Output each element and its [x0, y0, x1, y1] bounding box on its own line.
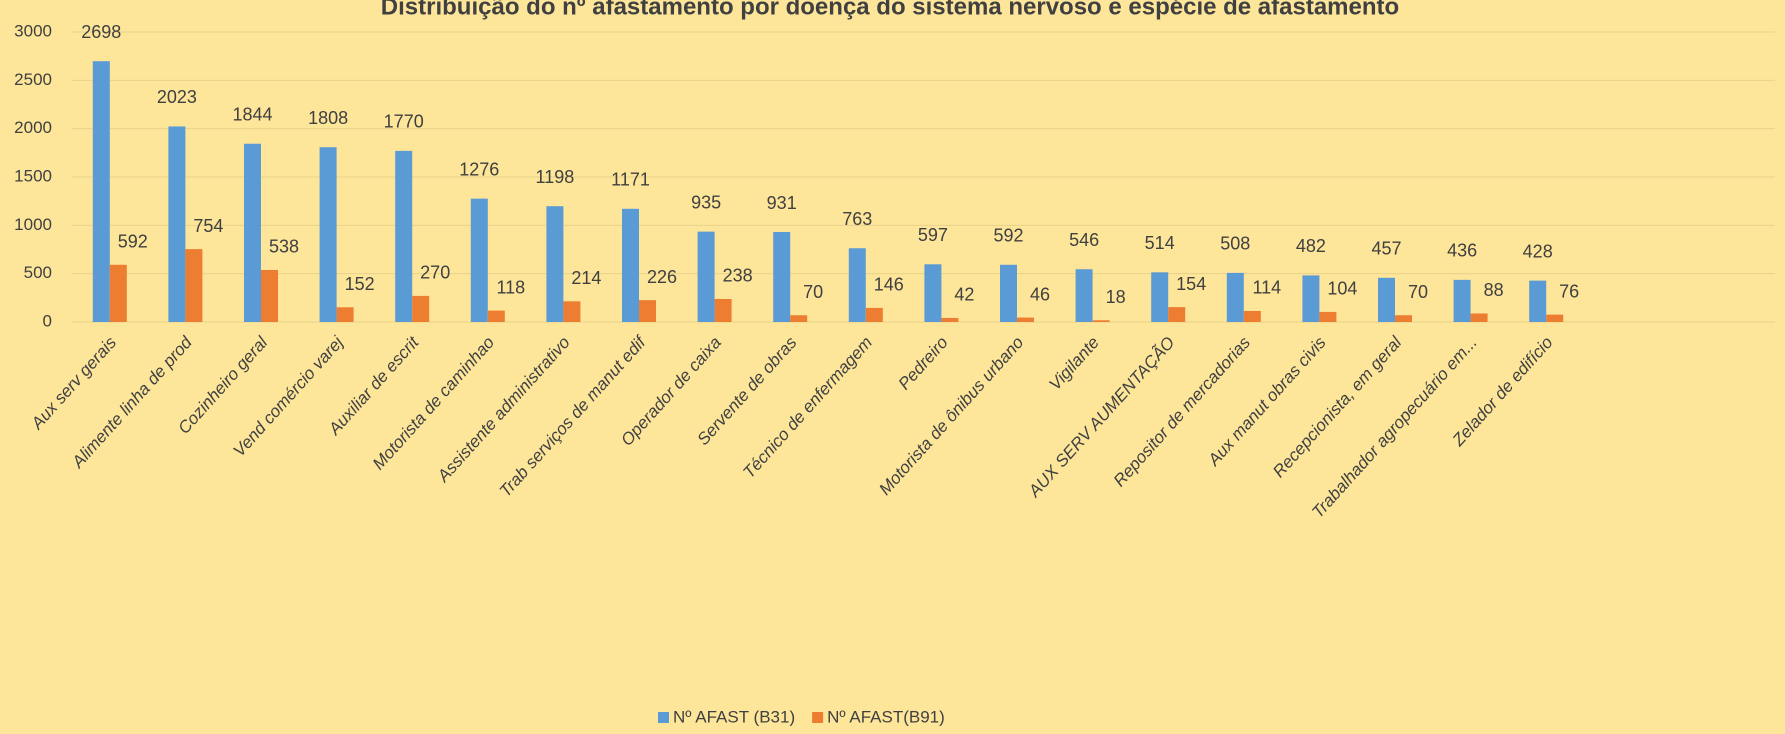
- data-label: 592: [993, 226, 1023, 246]
- data-label: 436: [1447, 241, 1477, 261]
- bar: [1017, 317, 1034, 322]
- data-label: 154: [1176, 274, 1206, 294]
- bar: [714, 298, 732, 322]
- data-label: 76: [1559, 281, 1579, 301]
- data-label: 546: [1069, 230, 1099, 250]
- data-label: 935: [691, 192, 721, 212]
- data-label: 597: [918, 225, 948, 245]
- chart-title: Distribuição do nº afastamento por doenç…: [381, 0, 1399, 20]
- y-tick-label: 1000: [14, 215, 52, 234]
- data-label: 592: [118, 232, 148, 252]
- data-label: 114: [1252, 278, 1281, 298]
- data-label: 457: [1371, 239, 1401, 259]
- data-label: 152: [345, 274, 375, 294]
- data-label: 214: [571, 268, 601, 288]
- data-label: 46: [1030, 284, 1050, 304]
- y-tick-label: 500: [24, 263, 52, 282]
- bar: [941, 317, 959, 322]
- bar: [395, 150, 413, 322]
- data-label: 428: [1523, 241, 1553, 261]
- bar: [1168, 307, 1186, 322]
- bar: [546, 206, 564, 322]
- data-label: 538: [269, 237, 299, 257]
- bar: [1092, 320, 1110, 322]
- y-tick-label: 1500: [14, 166, 52, 185]
- data-label: 104: [1327, 279, 1357, 299]
- y-tick-label: 2000: [14, 118, 52, 137]
- bar: [1470, 313, 1488, 322]
- bar: [319, 147, 337, 322]
- data-label: 754: [193, 216, 223, 236]
- bar: [865, 307, 883, 322]
- data-label: 270: [420, 263, 450, 283]
- data-label: 118: [496, 277, 525, 297]
- bar: [261, 269, 278, 322]
- data-label: 1198: [536, 167, 575, 187]
- bar: [697, 231, 715, 322]
- data-label: 42: [954, 285, 974, 305]
- data-label: 763: [842, 209, 872, 229]
- bar: [1319, 311, 1337, 322]
- bar: [1453, 279, 1471, 322]
- data-label: 508: [1220, 234, 1250, 254]
- data-label: 1808: [308, 108, 348, 128]
- bar: [336, 307, 354, 322]
- bar: [1302, 275, 1320, 322]
- data-label: 70: [1408, 282, 1428, 302]
- legend-swatch: [812, 712, 824, 723]
- bar: [1395, 315, 1412, 322]
- data-label: 70: [803, 282, 823, 302]
- data-label: 1770: [384, 112, 424, 132]
- data-label: 18: [1106, 287, 1126, 307]
- data-label: 226: [647, 267, 677, 287]
- data-label: 2698: [81, 22, 121, 42]
- bar: [1529, 280, 1547, 322]
- data-label: 88: [1484, 280, 1504, 300]
- legend-label: Nº AFAST (B31): [673, 707, 795, 726]
- bar: [1546, 314, 1564, 322]
- bar: [412, 295, 430, 322]
- y-tick-label: 0: [43, 311, 52, 330]
- bar: [1075, 269, 1093, 322]
- bar: [1378, 277, 1395, 322]
- data-label: 2023: [157, 87, 197, 107]
- legend-swatch: [658, 712, 669, 723]
- y-tick-label: 2500: [14, 70, 52, 89]
- data-label: 1171: [611, 170, 650, 190]
- bar: [92, 61, 110, 323]
- data-label: 1844: [232, 104, 272, 124]
- bar: [622, 208, 639, 322]
- data-label: 146: [874, 275, 904, 295]
- bar: [924, 264, 942, 322]
- bar: [244, 143, 261, 322]
- bar: [773, 232, 791, 322]
- bar: [1243, 310, 1261, 322]
- data-label: 931: [767, 193, 797, 213]
- bar: [470, 198, 488, 322]
- data-label: 1276: [459, 159, 499, 179]
- data-label: 238: [723, 266, 753, 286]
- bar: [1151, 272, 1169, 322]
- bar: [109, 264, 127, 322]
- data-label: 482: [1296, 236, 1326, 256]
- y-tick-label: 3000: [14, 21, 52, 40]
- bar: [563, 301, 581, 322]
- data-label: 514: [1145, 233, 1175, 253]
- bar: [639, 300, 656, 322]
- legend-label: Nº AFAST(B91): [827, 707, 945, 726]
- bar: [168, 126, 186, 323]
- bar: [1000, 264, 1017, 322]
- bar: [848, 248, 866, 322]
- bar: [185, 249, 203, 322]
- bar: [790, 315, 808, 322]
- bar: [487, 310, 505, 322]
- bar: [1226, 272, 1244, 322]
